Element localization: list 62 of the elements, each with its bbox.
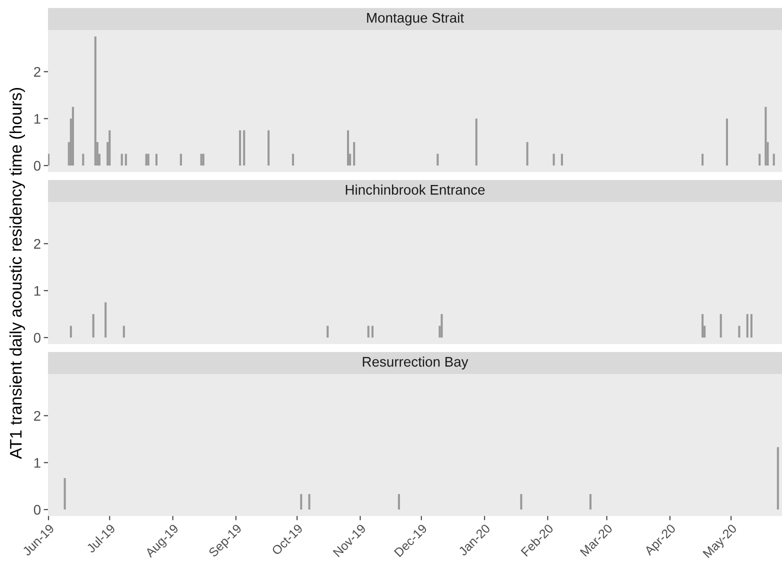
bar bbox=[398, 494, 400, 510]
bar bbox=[268, 130, 270, 166]
y-tick-label: 2 bbox=[34, 238, 40, 249]
bar bbox=[94, 36, 96, 166]
bar bbox=[122, 326, 125, 338]
bar bbox=[353, 142, 356, 166]
bar bbox=[326, 326, 329, 338]
bar bbox=[772, 154, 775, 166]
chart-title: Montague Strait bbox=[367, 12, 464, 26]
y-tick-label: 1 bbox=[34, 114, 40, 124]
bar bbox=[300, 494, 302, 510]
y-tick-label: 1 bbox=[34, 286, 40, 296]
bar bbox=[243, 130, 246, 166]
bar bbox=[145, 154, 148, 166]
bar bbox=[308, 494, 310, 510]
bar bbox=[202, 154, 204, 166]
bar bbox=[82, 154, 84, 166]
chart-title: Resurrection Bay bbox=[362, 356, 468, 370]
y-tick-label: 2 bbox=[34, 66, 40, 77]
y-axis-title: AT1 transient daily acoustic residency time (hours) bbox=[9, 88, 25, 459]
bar bbox=[440, 314, 443, 338]
bar bbox=[104, 302, 107, 338]
bar bbox=[292, 154, 294, 166]
bar bbox=[589, 494, 592, 510]
bar bbox=[560, 154, 563, 166]
y-tick-label: 0 bbox=[34, 332, 41, 343]
bar bbox=[200, 154, 202, 166]
bar bbox=[72, 106, 74, 166]
bar bbox=[750, 314, 752, 338]
bar bbox=[108, 130, 111, 166]
bar bbox=[758, 154, 761, 166]
bar bbox=[746, 314, 748, 338]
bar bbox=[347, 130, 350, 166]
y-tick-label: 2 bbox=[34, 410, 40, 421]
bar bbox=[367, 326, 370, 338]
bar bbox=[726, 118, 728, 166]
bar bbox=[720, 314, 722, 338]
bar bbox=[120, 154, 123, 166]
bar bbox=[776, 447, 779, 510]
chart-title: Hinchinbrook Entrance bbox=[346, 184, 485, 195]
bar bbox=[147, 154, 150, 166]
y-tick-label: 1 bbox=[34, 458, 40, 468]
bar bbox=[70, 326, 72, 338]
bar bbox=[520, 494, 522, 510]
bar bbox=[436, 154, 439, 166]
bar bbox=[239, 130, 242, 166]
bar bbox=[180, 154, 182, 166]
bar bbox=[64, 478, 66, 510]
bar bbox=[738, 326, 740, 338]
bar bbox=[92, 314, 94, 338]
bar bbox=[702, 314, 704, 338]
bar bbox=[526, 142, 528, 166]
bar bbox=[371, 326, 374, 338]
bar bbox=[48, 154, 50, 166]
bar bbox=[475, 118, 478, 166]
bar bbox=[155, 154, 158, 166]
bar bbox=[702, 154, 704, 166]
bar bbox=[552, 154, 555, 166]
y-tick-label: 0 bbox=[34, 504, 41, 515]
bar bbox=[764, 106, 767, 166]
y-tick-label: 0 bbox=[34, 160, 41, 171]
bar bbox=[124, 154, 127, 166]
